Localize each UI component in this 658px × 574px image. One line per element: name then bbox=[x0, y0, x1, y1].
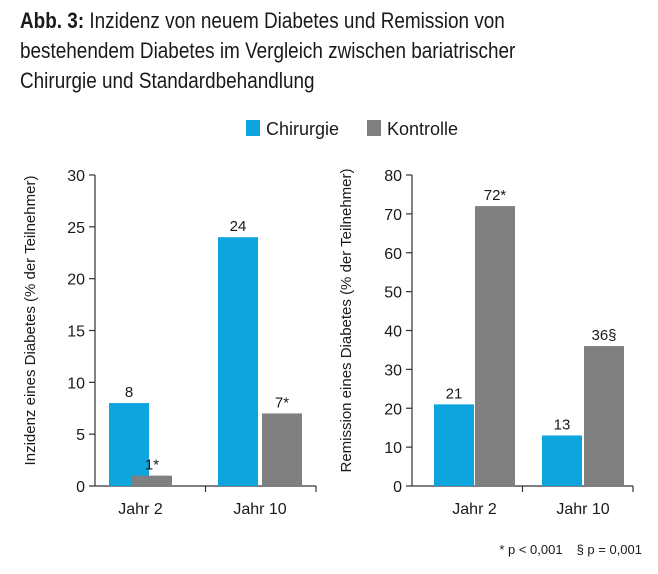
incidence-data-label: 24 bbox=[230, 218, 247, 235]
remission-x-tick-label: Jahr 2 bbox=[452, 501, 497, 518]
incidence-y-tick-label: 25 bbox=[67, 220, 85, 237]
remission-y-tick-label: 40 bbox=[384, 324, 402, 341]
figure-title-label: Abb. 3: bbox=[20, 8, 85, 33]
remission-bar-chirurgie bbox=[542, 435, 582, 486]
remission-data-label: 72* bbox=[484, 187, 507, 204]
incidence-x-tick-label: Jahr 10 bbox=[233, 501, 286, 518]
incidence-y-tick-label: 0 bbox=[76, 479, 85, 496]
incidence-y-tick-label: 30 bbox=[67, 168, 85, 185]
incidence-bar-kontrolle bbox=[132, 475, 172, 486]
remission-y-tick-label: 0 bbox=[393, 479, 402, 496]
remission-bar-kontrolle bbox=[475, 206, 515, 486]
incidence-bar-chirurgie bbox=[218, 237, 258, 486]
remission-bar-kontrolle bbox=[584, 346, 624, 486]
incidence-bar-kontrolle bbox=[262, 413, 302, 486]
remission-bar-chirurgie bbox=[434, 404, 474, 486]
remission-y-tick-label: 30 bbox=[384, 362, 402, 379]
incidence-chart: 0 5 10 15 20 25 30 Jahr 2 Jahr 10 8 24 1* 7* Inzidenz… bbox=[22, 168, 317, 518]
remission-y-tick-label: 70 bbox=[384, 207, 402, 224]
remission-chart: 0 10 20 30 40 50 60 70 80 Jahr 2 Jahr 10 21 13 72* 36§… bbox=[338, 168, 634, 518]
legend-swatch-chirurgie bbox=[246, 120, 260, 136]
remission-data-label: 36§ bbox=[591, 327, 616, 344]
remission-data-label: 13 bbox=[554, 416, 571, 433]
figure-title-text: Inzidenz von neuem Diabetes und Remissio… bbox=[20, 8, 516, 93]
incidence-y-axis-label: Inzidenz eines Diabetes (% der Teilnehme… bbox=[22, 176, 39, 466]
remission-y-tick-label: 10 bbox=[384, 440, 402, 457]
remission-y-tick-label: 60 bbox=[384, 246, 402, 263]
incidence-data-label: 7* bbox=[275, 394, 289, 411]
footnotes: * p < 0,001 § p = 0,001 bbox=[485, 542, 642, 557]
incidence-data-label: 8 bbox=[125, 384, 133, 401]
incidence-y-tick-label: 20 bbox=[67, 272, 85, 289]
remission-data-label: 21 bbox=[446, 385, 463, 402]
remission-y-tick-label: 50 bbox=[384, 285, 402, 302]
remission-y-tick-label: 20 bbox=[384, 401, 402, 418]
footnote-p-star: * p < 0,001 bbox=[499, 542, 563, 557]
incidence-y-tick-label: 5 bbox=[76, 427, 85, 444]
legend-label-chirurgie: Chirurgie bbox=[266, 119, 339, 139]
incidence-x-tick-label: Jahr 2 bbox=[118, 501, 163, 518]
legend-swatch-kontrolle bbox=[367, 120, 381, 136]
remission-y-tick-label: 80 bbox=[384, 168, 402, 185]
incidence-bar-chirurgie bbox=[109, 403, 149, 486]
figure-title: Abb. 3: Inzidenz von neuem Diabetes und … bbox=[20, 6, 553, 96]
remission-y-axis-label: Remission eines Diabetes (% der Teilnehm… bbox=[338, 168, 355, 472]
remission-x-tick-label: Jahr 10 bbox=[556, 501, 609, 518]
incidence-y-tick-label: 10 bbox=[67, 375, 85, 392]
incidence-y-tick-label: 15 bbox=[67, 324, 85, 341]
footnote-p-section: § p = 0,001 bbox=[576, 542, 642, 557]
legend-label-kontrolle: Kontrolle bbox=[387, 119, 458, 139]
incidence-data-label: 1* bbox=[145, 457, 159, 474]
